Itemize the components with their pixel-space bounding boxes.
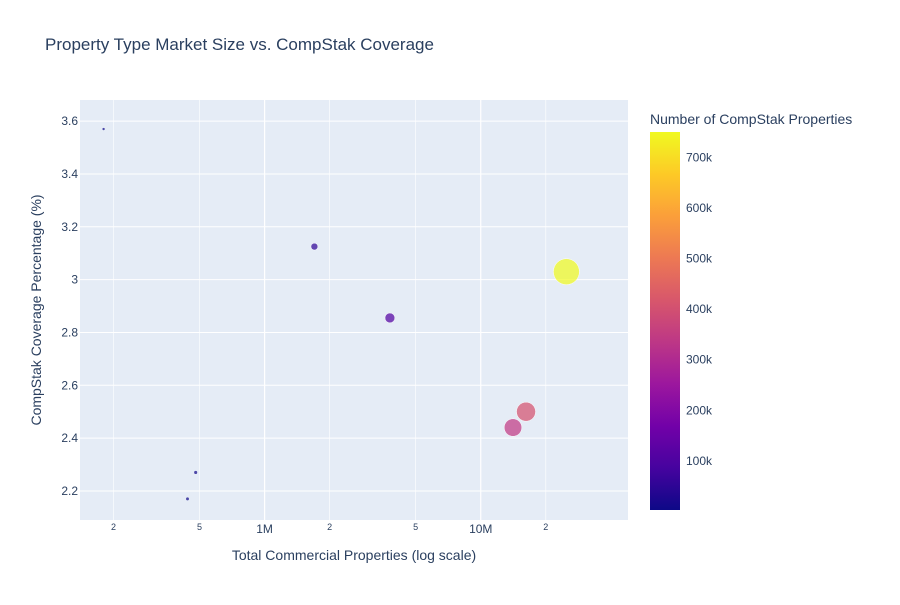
colorbar-tick-label: 600k — [686, 201, 713, 215]
y-tick-label: 3.4 — [61, 167, 78, 181]
data-point — [553, 258, 580, 285]
x-tick-label: 1M — [256, 522, 273, 536]
y-tick-label: 2.6 — [61, 378, 78, 392]
x-tick-label: 5 — [413, 522, 418, 532]
colorbar-tick-label: 500k — [686, 252, 713, 266]
x-tick-labels: 2 5 1M 2 5 10M 2 — [111, 522, 548, 536]
y-tick-label: 3.2 — [61, 220, 78, 234]
y-tick-label: 2.4 — [61, 431, 78, 445]
data-point — [102, 127, 105, 131]
y-axis-title: CompStak Coverage Percentage (%) — [28, 194, 44, 425]
y-tick-labels: 2.2 2.4 2.6 2.8 3 3.2 3.4 3.6 — [61, 114, 78, 498]
colorbar-tick-label: 700k — [686, 150, 713, 164]
data-point — [503, 418, 523, 437]
colorbar-tick-labels: 100k 200k 300k 400k 500k 600k 700k — [686, 150, 713, 468]
x-tick-label: 2 — [111, 522, 116, 532]
colorbar-title: Number of CompStak Properties — [650, 111, 852, 127]
chart-title: Property Type Market Size vs. CompStak C… — [45, 35, 434, 54]
colorbar-tick-label: 200k — [686, 403, 713, 417]
x-tick-label: 2 — [327, 522, 332, 532]
colorbar-tick-label: 100k — [686, 454, 713, 468]
colorbar — [650, 132, 680, 510]
colorbar-tick-label: 300k — [686, 353, 713, 367]
data-point — [186, 497, 189, 501]
plot-area — [80, 100, 628, 520]
data-point — [384, 312, 396, 324]
data-point — [516, 401, 536, 422]
data-point — [310, 242, 319, 251]
grid-lines — [80, 100, 628, 520]
x-axis-title: Total Commercial Properties (log scale) — [232, 547, 476, 563]
x-tick-label: 2 — [543, 522, 548, 532]
colorbar-tick-label: 400k — [686, 302, 713, 316]
data-point — [194, 470, 198, 475]
y-tick-label: 3.6 — [61, 114, 78, 128]
x-tick-label: 5 — [197, 522, 202, 532]
data-points — [102, 127, 580, 501]
y-tick-label: 2.2 — [61, 484, 78, 498]
x-tick-label: 10M — [469, 522, 492, 536]
y-tick-label: 3 — [71, 273, 78, 287]
y-tick-label: 2.8 — [61, 325, 78, 339]
